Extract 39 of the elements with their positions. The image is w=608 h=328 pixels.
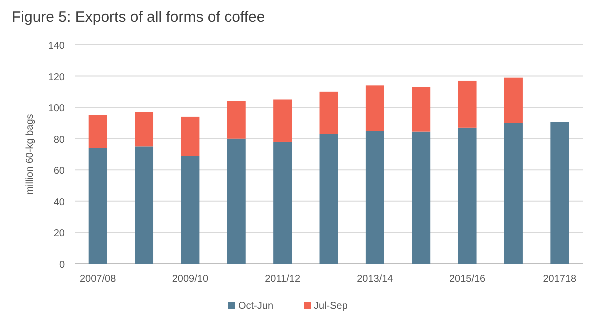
bar: [458, 80, 477, 128]
bar: [412, 132, 431, 264]
bar: [366, 131, 384, 264]
legend-label: Jul-Sep: [314, 301, 348, 312]
x-tick-label: 2015/16: [449, 274, 486, 285]
bar: [181, 116, 200, 156]
bar: [135, 146, 154, 264]
y-tick-label: 100: [48, 104, 66, 115]
y-axis-title: million 60-kg bags: [25, 114, 36, 195]
bar: [412, 87, 431, 132]
bar: [366, 86, 384, 132]
y-tick-label: 80: [54, 134, 66, 146]
bar: [320, 134, 338, 264]
bar: [504, 123, 523, 264]
y-tick-label: 140: [48, 41, 66, 52]
bar: [181, 156, 200, 264]
bar: [504, 78, 523, 124]
bar: [274, 100, 292, 142]
bar: [227, 138, 246, 264]
y-tick-label: 60: [54, 166, 66, 178]
bar: [88, 148, 108, 264]
legend-label: Oct-Jun: [238, 301, 274, 312]
x-tick-label: 201718: [543, 274, 578, 285]
bar: [135, 112, 154, 147]
x-tick-label: 2013/14: [357, 274, 394, 285]
bar: [274, 142, 292, 264]
x-tick-label: 2007/08: [80, 274, 117, 285]
chart-title: Figure 5: Exports of all forms of coffee: [12, 9, 266, 26]
x-tick-label: 2009/10: [172, 274, 209, 285]
y-tick-label: 40: [54, 197, 66, 208]
x-tick-label: 2011/12: [265, 274, 301, 285]
bar: [550, 122, 570, 264]
bar: [227, 101, 246, 139]
bar: [320, 92, 338, 134]
bar: [88, 115, 108, 148]
y-tick-label: 20: [54, 228, 66, 240]
y-tick-label: 0: [59, 260, 66, 271]
y-tick-label: 120: [48, 72, 66, 84]
bar: [458, 128, 477, 264]
